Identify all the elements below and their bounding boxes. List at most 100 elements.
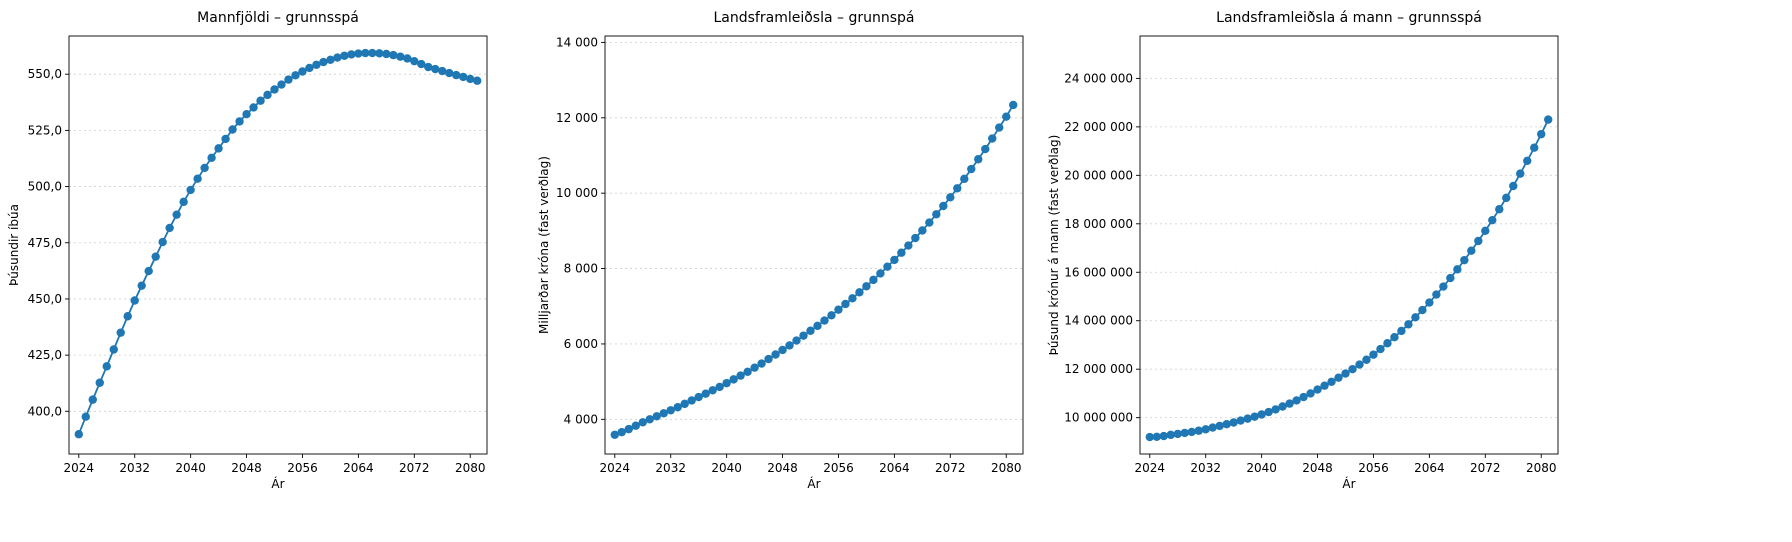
data-point (701, 389, 710, 398)
x-tick-label: 2032 (119, 461, 150, 475)
data-point (834, 305, 843, 314)
data-point (1537, 129, 1546, 139)
x-tick-label: 2024 (64, 461, 95, 475)
data-point (1509, 181, 1518, 191)
data-point (925, 218, 934, 227)
data-point (445, 68, 454, 78)
data-point (1446, 273, 1455, 283)
data-point (207, 153, 216, 163)
data-point (981, 144, 990, 154)
chart-panel-1: 2024 2032 2040 2048 2056 2064 2072 2080 400,0 425… (7, 10, 488, 491)
data-point (610, 430, 619, 439)
data-point (876, 269, 885, 278)
y-tick-label: 18 000 000 (1064, 217, 1133, 231)
data-point (123, 312, 132, 321)
data-point (855, 288, 864, 297)
data-point (673, 403, 682, 412)
data-point (918, 226, 927, 235)
y-tick-label: 16 000 000 (1064, 265, 1133, 279)
data-point (946, 193, 955, 202)
y-tick-label: 8 000 (564, 262, 598, 276)
data-point (172, 210, 181, 219)
data-point (403, 54, 412, 63)
data-point (1516, 169, 1525, 178)
data-point (1236, 416, 1245, 425)
data-point (841, 299, 850, 309)
data-point (1222, 419, 1231, 429)
data-point (1320, 381, 1329, 390)
data-point (1264, 407, 1273, 417)
data-point (960, 174, 969, 184)
data-point (904, 241, 913, 250)
data-point (305, 63, 314, 73)
y-axis-label: Þúsund krónur á mann (fast verðlag) (1047, 135, 1061, 356)
x-tick-label: 2048 (1302, 461, 1333, 475)
data-point (1285, 399, 1294, 408)
data-point (228, 125, 237, 134)
x-tick-label: 2080 (991, 461, 1022, 475)
data-point (1278, 402, 1287, 411)
data-point (1271, 405, 1280, 414)
data-point (799, 331, 808, 340)
data-point (221, 134, 230, 144)
data-point (158, 237, 167, 247)
chart-title: Mannfjöldi – grunnsspá (197, 10, 359, 26)
data-point (130, 296, 139, 305)
data-point (1362, 355, 1371, 364)
data-point (95, 378, 104, 387)
data-point (179, 197, 188, 207)
data-point (347, 50, 356, 59)
data-point (1544, 115, 1553, 124)
data-point (165, 223, 174, 233)
data-point (473, 76, 482, 85)
data-point (785, 341, 794, 350)
x-tick-label: 2080 (1526, 461, 1557, 475)
data-point (1502, 193, 1511, 203)
data-point (659, 409, 668, 418)
chart-title: Landsframleiðsla – grunnspá (714, 10, 915, 26)
data-point (1390, 333, 1399, 342)
data-point (452, 70, 461, 80)
x-tick-label: 2064 (879, 461, 910, 475)
data-point (848, 294, 857, 303)
y-tick-label: 425,0 (28, 348, 62, 362)
data-point (256, 96, 265, 105)
data-point (694, 392, 703, 402)
data-point (778, 345, 787, 355)
x-tick-label: 2032 (1190, 461, 1221, 475)
x-tick-label: 2072 (935, 461, 966, 475)
y-tick-label: 10 000 000 (1064, 411, 1133, 425)
data-point (862, 282, 871, 291)
data-point (186, 185, 195, 195)
data-point (1257, 410, 1266, 419)
data-point (645, 415, 654, 424)
data-point (74, 430, 83, 439)
x-tick-label: 2048 (767, 461, 798, 475)
data-point (1411, 313, 1420, 322)
data-point (466, 74, 475, 84)
chart-title: Landsframleiðsla á mann – grunnsspá (1216, 10, 1482, 26)
y-tick-label: 6 000 (564, 337, 598, 351)
data-point (680, 399, 689, 409)
y-tick-label: 450,0 (28, 292, 62, 306)
x-tick-label: 2024 (600, 461, 631, 475)
x-tick-label: 2056 (1358, 461, 1389, 475)
data-point (897, 248, 906, 257)
data-point (1481, 226, 1490, 236)
data-point (953, 184, 962, 193)
data-point (1208, 423, 1217, 432)
data-point (1180, 428, 1189, 438)
data-point (144, 266, 153, 276)
series-line (77, 52, 478, 435)
data-point (1229, 418, 1238, 427)
x-axis-label: Ár (807, 476, 820, 491)
data-point (291, 71, 300, 80)
y-tick-label: 475,0 (28, 236, 62, 250)
data-point (1425, 298, 1434, 307)
data-point (116, 328, 125, 337)
data-point (263, 90, 272, 100)
data-point (750, 363, 759, 372)
data-point (375, 49, 384, 58)
data-point (1474, 236, 1483, 246)
